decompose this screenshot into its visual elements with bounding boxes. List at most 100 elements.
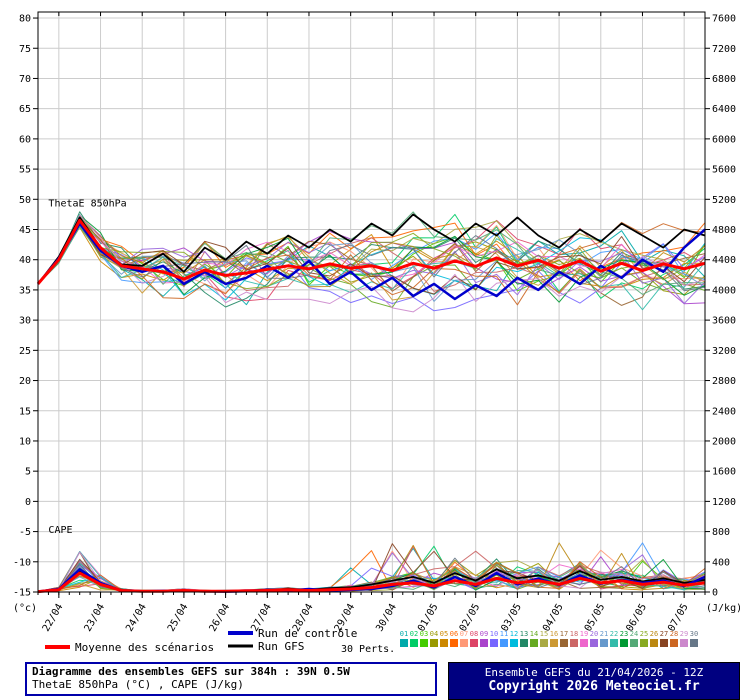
pert-swatch: [530, 639, 538, 647]
pert-swatch: [570, 639, 578, 647]
svg-text:1600: 1600: [712, 467, 736, 478]
svg-text:06/05: 06/05: [624, 602, 649, 634]
pert-swatch: [660, 639, 668, 647]
svg-text:0: 0: [712, 588, 718, 599]
pert-number: 09: [480, 630, 488, 638]
svg-text:35: 35: [19, 285, 31, 296]
svg-text:04/05: 04/05: [541, 602, 566, 634]
svg-text:4400: 4400: [712, 255, 736, 266]
svg-text:70: 70: [19, 74, 31, 85]
svg-text:(J/kg): (J/kg): [706, 603, 740, 614]
pert-swatch: [450, 639, 458, 647]
pert-number: 20: [590, 630, 598, 638]
svg-text:40: 40: [19, 255, 31, 266]
svg-text:6800: 6800: [712, 74, 736, 85]
pert-swatch: [540, 639, 548, 647]
ensemble-chart: -15 -10 -5 0 5 10 15 20 25 30 35 40 45 50 55 60 65 70 75 80…: [13, 11, 740, 655]
svg-text:-5: -5: [19, 527, 31, 538]
chart-title: Diagramme des ensembles GEFS sur 384h : …: [32, 665, 350, 678]
run-info-label: Ensemble GEFS du 21/04/2026 - 12Z: [484, 666, 704, 679]
svg-text:60: 60: [19, 134, 31, 145]
svg-text:07/05: 07/05: [666, 602, 691, 634]
svg-text:6000: 6000: [712, 134, 736, 145]
svg-text:3200: 3200: [712, 346, 736, 357]
pert-swatch: [670, 639, 678, 647]
svg-text:65: 65: [19, 104, 31, 115]
pert-swatch: [620, 639, 628, 647]
svg-text:800: 800: [712, 527, 730, 538]
pert-swatch: [640, 639, 648, 647]
svg-text:4000: 4000: [712, 285, 736, 296]
pert-number: 11: [500, 630, 508, 638]
pert-number: 10: [490, 630, 498, 638]
pert-swatch: [400, 639, 408, 647]
pert-swatch: [630, 639, 638, 647]
axes: -15 -10 -5 0 5 10 15 20 25 30 35 40 45 50 55 60 65 70 75 80…: [13, 12, 740, 614]
pert-number: 23: [620, 630, 628, 638]
in-plot-labels: ThetaE 850hPa CAPE: [48, 199, 126, 536]
pert-number: 18: [570, 630, 578, 638]
svg-text:ThetaE 850hPa: ThetaE 850hPa: [48, 199, 126, 210]
pert-swatch: [600, 639, 608, 647]
svg-text:30: 30: [19, 316, 31, 327]
svg-text:23/04: 23/04: [83, 602, 108, 634]
svg-text:2000: 2000: [712, 436, 736, 447]
copyright-label[interactable]: Copyright 2026 Meteociel.fr: [488, 679, 700, 694]
chart-canvas: -15-10-505101520253035404550556065707580…: [13, 11, 740, 655]
svg-text:400: 400: [712, 557, 730, 568]
gfs-legend-label: Run GFS: [258, 640, 304, 653]
pert-swatch: [440, 639, 448, 647]
svg-text:75: 75: [19, 44, 31, 55]
pert-number: 15: [540, 630, 548, 638]
svg-text:-10: -10: [13, 557, 31, 568]
pert-number: 13: [520, 630, 528, 638]
svg-text:01/05: 01/05: [416, 602, 441, 634]
date-labels: 22/04 23/04 24/04 25/04 26/04 27/04 28/04 29/04…: [41, 602, 691, 634]
pert-swatch: [430, 639, 438, 647]
pert-number: 02: [410, 630, 418, 638]
svg-text:15: 15: [19, 406, 31, 417]
svg-text:25/04: 25/04: [166, 602, 191, 634]
pert-number: 17: [560, 630, 568, 638]
svg-text:6400: 6400: [712, 104, 736, 115]
svg-text:25: 25: [19, 346, 31, 357]
pert-number: 28: [670, 630, 678, 638]
svg-text:20: 20: [19, 376, 31, 387]
pert-swatch: [580, 639, 588, 647]
svg-text:(°c): (°c): [13, 603, 37, 614]
svg-text:0: 0: [25, 497, 31, 508]
svg-text:2800: 2800: [712, 376, 736, 387]
pert-swatch: [590, 639, 598, 647]
pert-number: 08: [470, 630, 478, 638]
svg-text:30/04: 30/04: [374, 602, 399, 634]
pert-number: 27: [660, 630, 668, 638]
pert-number: 05: [440, 630, 448, 638]
pert-swatch: [520, 639, 528, 647]
svg-text:05/05: 05/05: [583, 602, 608, 634]
pert-number: 12: [510, 630, 518, 638]
pert-number: 22: [610, 630, 618, 638]
svg-text:80: 80: [19, 14, 31, 25]
pert-number: 19: [580, 630, 588, 638]
pert-number: 06: [450, 630, 458, 638]
svg-text:CAPE: CAPE: [48, 525, 72, 536]
pert-swatch: [560, 639, 568, 647]
pert-number: 30: [690, 630, 698, 638]
pert-number: 16: [550, 630, 558, 638]
footer: Diagramme des ensembles GEFS sur 384h : …: [0, 662, 740, 700]
pert-swatch: [500, 639, 508, 647]
pert-swatch: [490, 639, 498, 647]
svg-text:24/04: 24/04: [124, 602, 149, 634]
chart-subtitle: ThetaE 850hPa (°C) , CAPE (J/kg): [32, 678, 244, 691]
pert-swatch: [420, 639, 428, 647]
svg-text:5600: 5600: [712, 165, 736, 176]
svg-text:7200: 7200: [712, 44, 736, 55]
perts-legend-label: 30 Perts.: [341, 644, 395, 655]
grid: [38, 12, 705, 592]
pert-swatch: [470, 639, 478, 647]
svg-text:3600: 3600: [712, 316, 736, 327]
svg-text:5: 5: [25, 467, 31, 478]
mean-legend-label: Moyenne des scénarios: [75, 641, 214, 654]
pert-number: 14: [530, 630, 538, 638]
svg-text:55: 55: [19, 165, 31, 176]
